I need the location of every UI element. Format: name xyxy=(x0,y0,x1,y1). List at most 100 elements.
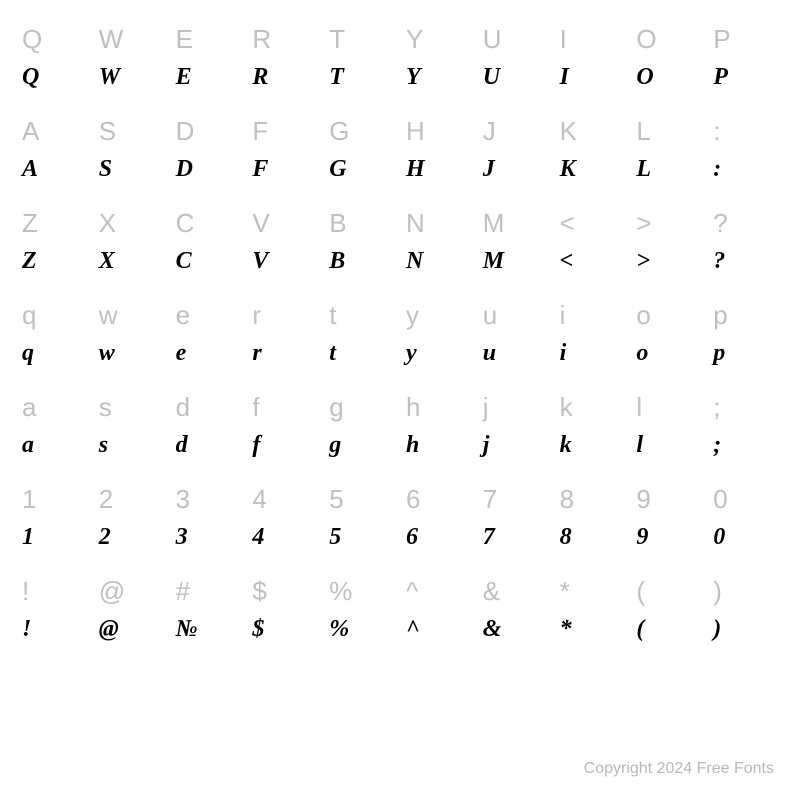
reference-char: ! xyxy=(22,572,29,610)
glyph-cell: YY xyxy=(400,20,477,112)
reference-char: G xyxy=(329,112,349,150)
reference-char: $ xyxy=(252,572,266,610)
reference-char: L xyxy=(636,112,650,150)
specimen-glyph: p xyxy=(713,334,725,372)
specimen-glyph: ! xyxy=(22,610,31,648)
specimen-glyph: P xyxy=(713,58,728,96)
specimen-glyph: Y xyxy=(406,58,421,96)
reference-char: T xyxy=(329,20,345,58)
specimen-glyph: J xyxy=(483,150,495,188)
specimen-glyph: C xyxy=(176,242,192,280)
reference-char: g xyxy=(329,388,343,426)
glyph-cell: ** xyxy=(554,572,631,664)
reference-char: u xyxy=(483,296,497,334)
specimen-glyph: * xyxy=(560,610,572,648)
glyph-cell: %% xyxy=(323,572,400,664)
specimen-glyph: y xyxy=(406,334,417,372)
reference-char: > xyxy=(636,204,651,242)
glyph-cell: ii xyxy=(554,296,631,388)
specimen-glyph: R xyxy=(252,58,268,96)
specimen-glyph: V xyxy=(252,242,268,280)
glyph-cell: TT xyxy=(323,20,400,112)
glyph-cell: 22 xyxy=(93,480,170,572)
glyph-cell: 77 xyxy=(477,480,554,572)
glyph-cell: CC xyxy=(170,204,247,296)
glyph-cell: pp xyxy=(707,296,784,388)
reference-char: M xyxy=(483,204,505,242)
reference-char: l xyxy=(636,388,642,426)
glyph-cell: yy xyxy=(400,296,477,388)
glyph-cell: 00 xyxy=(707,480,784,572)
glyph-cell: UU xyxy=(477,20,554,112)
specimen-glyph: l xyxy=(636,426,643,464)
specimen-glyph: i xyxy=(560,334,567,372)
reference-char: s xyxy=(99,388,112,426)
specimen-glyph: W xyxy=(99,58,120,96)
glyph-cell: rr xyxy=(246,296,323,388)
specimen-glyph: % xyxy=(329,610,349,648)
reference-char: 4 xyxy=(252,480,266,518)
reference-char: S xyxy=(99,112,116,150)
specimen-glyph: B xyxy=(329,242,345,280)
specimen-glyph: Q xyxy=(22,58,39,96)
specimen-glyph: o xyxy=(636,334,648,372)
glyph-cell: ZZ xyxy=(16,204,93,296)
glyph-cell: hh xyxy=(400,388,477,480)
glyph-cell: DD xyxy=(170,112,247,204)
reference-char: * xyxy=(560,572,570,610)
specimen-glyph: 4 xyxy=(252,518,264,556)
specimen-glyph: < xyxy=(560,242,574,280)
reference-char: ^ xyxy=(406,572,418,610)
reference-char: H xyxy=(406,112,425,150)
reference-char: : xyxy=(713,112,720,150)
specimen-glyph: ? xyxy=(713,242,725,280)
reference-char: 5 xyxy=(329,480,343,518)
glyph-cell: XX xyxy=(93,204,170,296)
specimen-glyph: I xyxy=(560,58,569,96)
glyph-cell: HH xyxy=(400,112,477,204)
reference-char: K xyxy=(560,112,577,150)
reference-char: o xyxy=(636,296,650,334)
reference-char: C xyxy=(176,204,195,242)
specimen-glyph: 7 xyxy=(483,518,495,556)
specimen-glyph: $ xyxy=(252,610,264,648)
reference-char: 9 xyxy=(636,480,650,518)
specimen-glyph: U xyxy=(483,58,500,96)
glyph-cell: dd xyxy=(170,388,247,480)
glyph-cell: && xyxy=(477,572,554,664)
glyph-cell: jj xyxy=(477,388,554,480)
reference-char: 1 xyxy=(22,480,36,518)
glyph-cell: gg xyxy=(323,388,400,480)
specimen-glyph: ( xyxy=(636,610,644,648)
reference-char: Y xyxy=(406,20,423,58)
specimen-glyph: ; xyxy=(713,426,721,464)
specimen-glyph: № xyxy=(176,610,198,648)
reference-char: @ xyxy=(99,572,125,610)
glyph-cell: ee xyxy=(170,296,247,388)
reference-char: N xyxy=(406,204,425,242)
reference-char: J xyxy=(483,112,496,150)
reference-char: 2 xyxy=(99,480,113,518)
reference-char: h xyxy=(406,388,420,426)
specimen-glyph: 8 xyxy=(560,518,572,556)
specimen-glyph: & xyxy=(483,610,502,648)
specimen-glyph: ^ xyxy=(406,610,420,648)
specimen-glyph: A xyxy=(22,150,38,188)
reference-char: U xyxy=(483,20,502,58)
reference-char: O xyxy=(636,20,656,58)
glyph-cell: @@ xyxy=(93,572,170,664)
glyph-cell: SS xyxy=(93,112,170,204)
glyph-cell: AA xyxy=(16,112,93,204)
glyph-cell: 66 xyxy=(400,480,477,572)
specimen-glyph: E xyxy=(176,58,192,96)
glyph-cell: 44 xyxy=(246,480,323,572)
glyph-cell: 99 xyxy=(630,480,707,572)
reference-char: q xyxy=(22,296,36,334)
glyph-cell: LL xyxy=(630,112,707,204)
glyph-cell: ll xyxy=(630,388,707,480)
specimen-glyph: F xyxy=(252,150,268,188)
glyph-cell: JJ xyxy=(477,112,554,204)
glyph-cell: NN xyxy=(400,204,477,296)
specimen-glyph: K xyxy=(560,150,576,188)
reference-char: F xyxy=(252,112,268,150)
